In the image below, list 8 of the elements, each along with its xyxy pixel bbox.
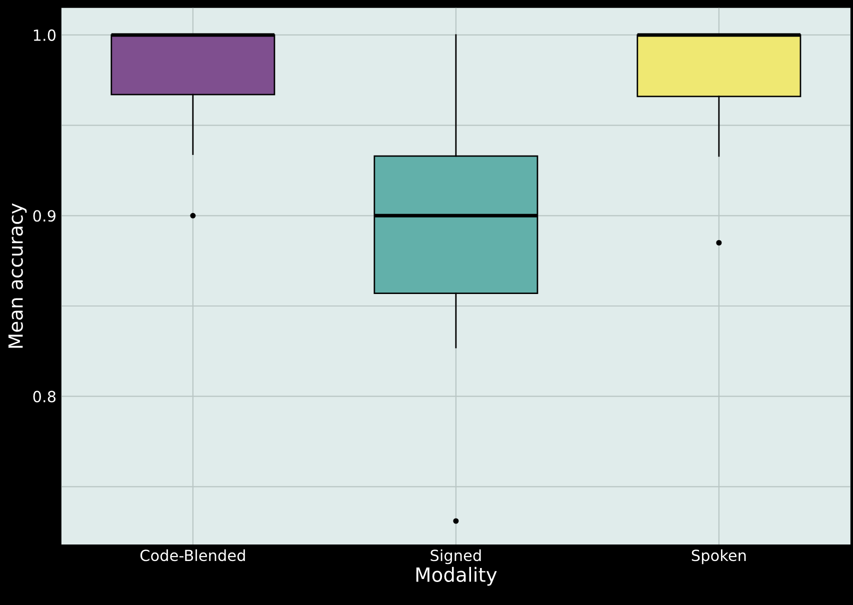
x-tick-label: Signed — [430, 549, 481, 564]
x-axis-title: Modality — [416, 566, 497, 586]
y-axis-title: Mean accuracy — [8, 203, 27, 348]
y-tick-label: 0.9 — [33, 210, 56, 222]
y-tick-label: 1.0 — [34, 29, 56, 41]
y-tick-label: 0.8 — [33, 390, 56, 402]
x-tick-label: Spoken — [692, 549, 746, 564]
x-tick-label: Code-Blended — [140, 549, 245, 562]
